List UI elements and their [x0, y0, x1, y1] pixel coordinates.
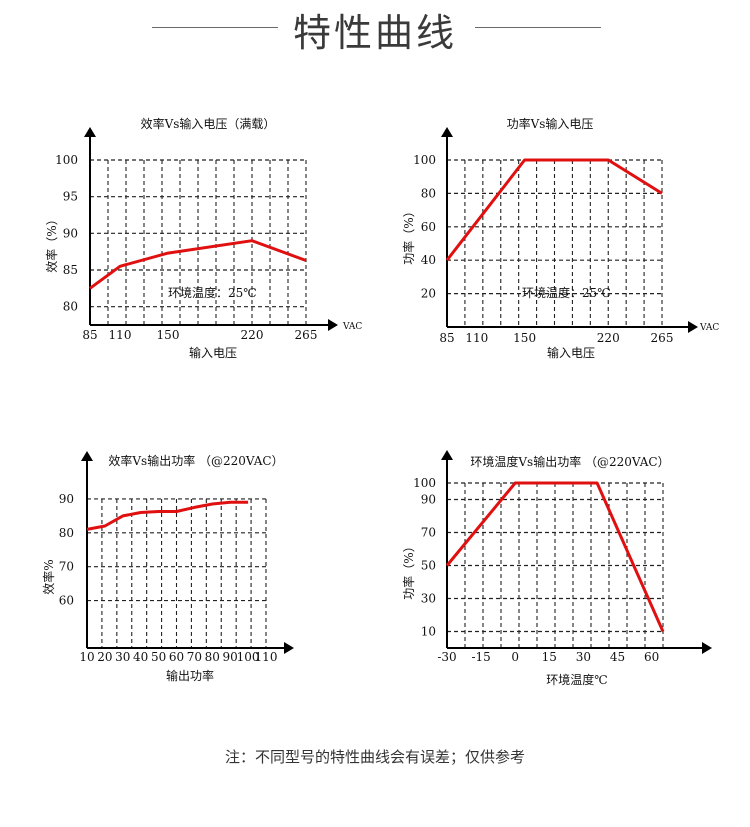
y-tick-label: 80 — [421, 186, 436, 200]
x-tick-label: 50 — [151, 650, 166, 664]
x-tick-label: 150 — [513, 331, 536, 345]
y-tick-label: 85 — [63, 263, 78, 277]
x-tick-label: 60 — [644, 650, 659, 664]
y-tick-label: 20 — [421, 287, 436, 301]
x-axis-arrow-icon — [688, 321, 698, 333]
x-tick-label: 220 — [241, 328, 264, 342]
x-axis-label: 环境温度℃ — [546, 672, 607, 687]
y-axis-label: 效率% — [41, 559, 56, 594]
x-tick-label: 45 — [610, 650, 625, 664]
x-tick-label: 220 — [597, 331, 620, 345]
x-tick-label: -15 — [471, 650, 490, 664]
x-tick-label: 20 — [97, 650, 112, 664]
x-tick-label: 30 — [115, 650, 130, 664]
x-tick-label: 0 — [511, 650, 519, 664]
y-tick-label: 60 — [421, 220, 436, 234]
y-tick-label: 90 — [63, 226, 78, 240]
x-tick-label: 110 — [255, 650, 278, 664]
x-tick-label: 30 — [576, 650, 591, 664]
y-tick-label: 30 — [421, 592, 436, 606]
chart-title: 功率Vs输入电压 — [507, 116, 594, 131]
y-tick-label: 70 — [59, 560, 74, 574]
y-tick-label: 40 — [421, 253, 436, 267]
x-axis-label: 输出功率 — [166, 668, 214, 683]
header: 特性曲线 — [0, 0, 750, 60]
y-axis-arrow-icon — [441, 127, 453, 137]
x-axis-arrow-icon — [702, 642, 712, 654]
chart-annotation: 环境温度：25℃ — [168, 285, 257, 300]
footnote: 注：不同型号的特性曲线会有误差；仅供参考 — [224, 748, 525, 766]
y-tick-label: 50 — [421, 559, 436, 573]
x-axis-arrow-icon — [328, 319, 338, 331]
chart-annotation: 环境温度：25℃ — [522, 285, 611, 300]
x-axis-label: 输入电压 — [189, 345, 237, 360]
header-line-left — [152, 27, 278, 28]
chart-title: 效率Vs输入电压（满载） — [141, 116, 276, 131]
page-title: 特性曲线 — [292, 11, 457, 55]
y-tick-label: 95 — [63, 190, 78, 204]
x-tick-label: 100 — [237, 650, 260, 664]
x-axis-unit: VAC — [342, 322, 362, 332]
y-tick-label: 100 — [413, 153, 436, 167]
y-tick-label: 90 — [421, 493, 436, 507]
y-axis-label: 功率（%） — [401, 540, 416, 599]
x-tick-label: 265 — [651, 331, 674, 345]
x-tick-label: 265 — [295, 328, 318, 342]
series-line — [445, 158, 663, 262]
y-axis-arrow-icon — [81, 451, 93, 461]
x-tick-label: 40 — [133, 650, 148, 664]
y-tick-label: 70 — [421, 526, 436, 540]
y-tick-label: 10 — [421, 625, 436, 639]
chart-title: 环境温度Vs输出功率 （@220VAC） — [470, 454, 669, 469]
x-tick-label: -30 — [437, 650, 456, 664]
chart-title: 效率Vs输出功率 （@220VAC） — [108, 453, 283, 468]
y-axis-arrow-icon — [441, 450, 453, 460]
x-tick-label: 80 — [205, 650, 220, 664]
y-axis-label: 功率（%） — [401, 205, 416, 264]
y-axis-label: 效率（%） — [44, 213, 59, 272]
x-axis-label: 输入电压 — [547, 345, 595, 360]
y-tick-label: 80 — [63, 300, 78, 314]
x-tick-label: 70 — [187, 650, 202, 664]
series-line — [86, 500, 249, 531]
series-line — [445, 481, 665, 633]
x-tick-label: 150 — [157, 328, 180, 342]
y-tick-label: 100 — [413, 476, 436, 490]
header-line-right — [475, 27, 601, 28]
x-tick-label: 85 — [82, 328, 97, 342]
x-tick-label: 60 — [169, 650, 184, 664]
y-tick-label: 90 — [59, 492, 74, 506]
x-tick-label: 110 — [465, 331, 488, 345]
x-tick-label: 10 — [79, 650, 94, 664]
series-line — [89, 239, 307, 290]
y-tick-label: 60 — [59, 594, 74, 608]
x-axis-unit: VAC — [699, 323, 719, 333]
x-tick-label: 110 — [109, 328, 132, 342]
y-tick-label: 80 — [59, 526, 74, 540]
x-tick-label: 15 — [542, 650, 557, 664]
x-tick-label: 90 — [223, 650, 238, 664]
y-axis-arrow-icon — [84, 127, 96, 137]
y-tick-label: 100 — [55, 153, 78, 167]
x-axis-arrow-icon — [284, 642, 294, 654]
x-tick-label: 85 — [439, 331, 454, 345]
